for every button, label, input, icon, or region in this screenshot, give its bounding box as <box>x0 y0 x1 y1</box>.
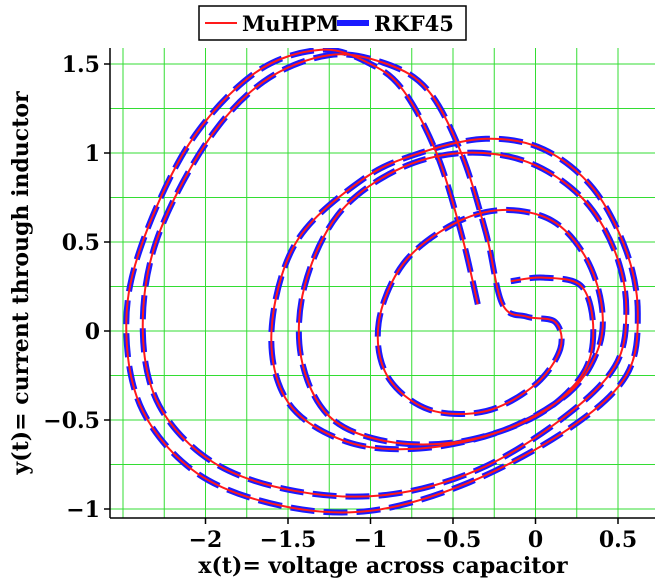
x-axis-label: x(t)= voltage across capacitor <box>198 553 568 579</box>
legend-label-muhpm: MuHPM <box>242 11 339 36</box>
series-line-rkf45 <box>123 48 641 516</box>
series-group <box>123 48 641 516</box>
axes <box>104 48 655 524</box>
legend-box <box>198 5 467 41</box>
x-tick-label: 0.5 <box>599 527 637 553</box>
y-tick-label: −1 <box>66 497 100 523</box>
series-line-muhpm <box>125 48 639 514</box>
y-tick-label: −0.5 <box>43 408 100 434</box>
x-tick-label: −2 <box>189 527 223 553</box>
legend-label-rkf45: RKF45 <box>374 11 454 36</box>
x-tick-label: 0 <box>528 527 543 553</box>
y-tick-label: 1 <box>85 141 100 167</box>
y-tick-label: 0.5 <box>62 230 100 256</box>
x-tick-label: −1.5 <box>260 527 317 553</box>
legend: MuHPM RKF45 <box>198 5 467 41</box>
x-tick-label: −1 <box>354 527 388 553</box>
y-axis-label: y(t)= current through inductor <box>8 91 34 476</box>
x-tick-label: −0.5 <box>425 527 482 553</box>
y-tick-label: 1.5 <box>62 52 100 78</box>
tick-labels: −2 −1.5 −1 −0.5 0 0.5 −1 −0.5 0 0.5 1 1.5 <box>43 52 637 553</box>
y-tick-label: 0 <box>85 319 100 345</box>
